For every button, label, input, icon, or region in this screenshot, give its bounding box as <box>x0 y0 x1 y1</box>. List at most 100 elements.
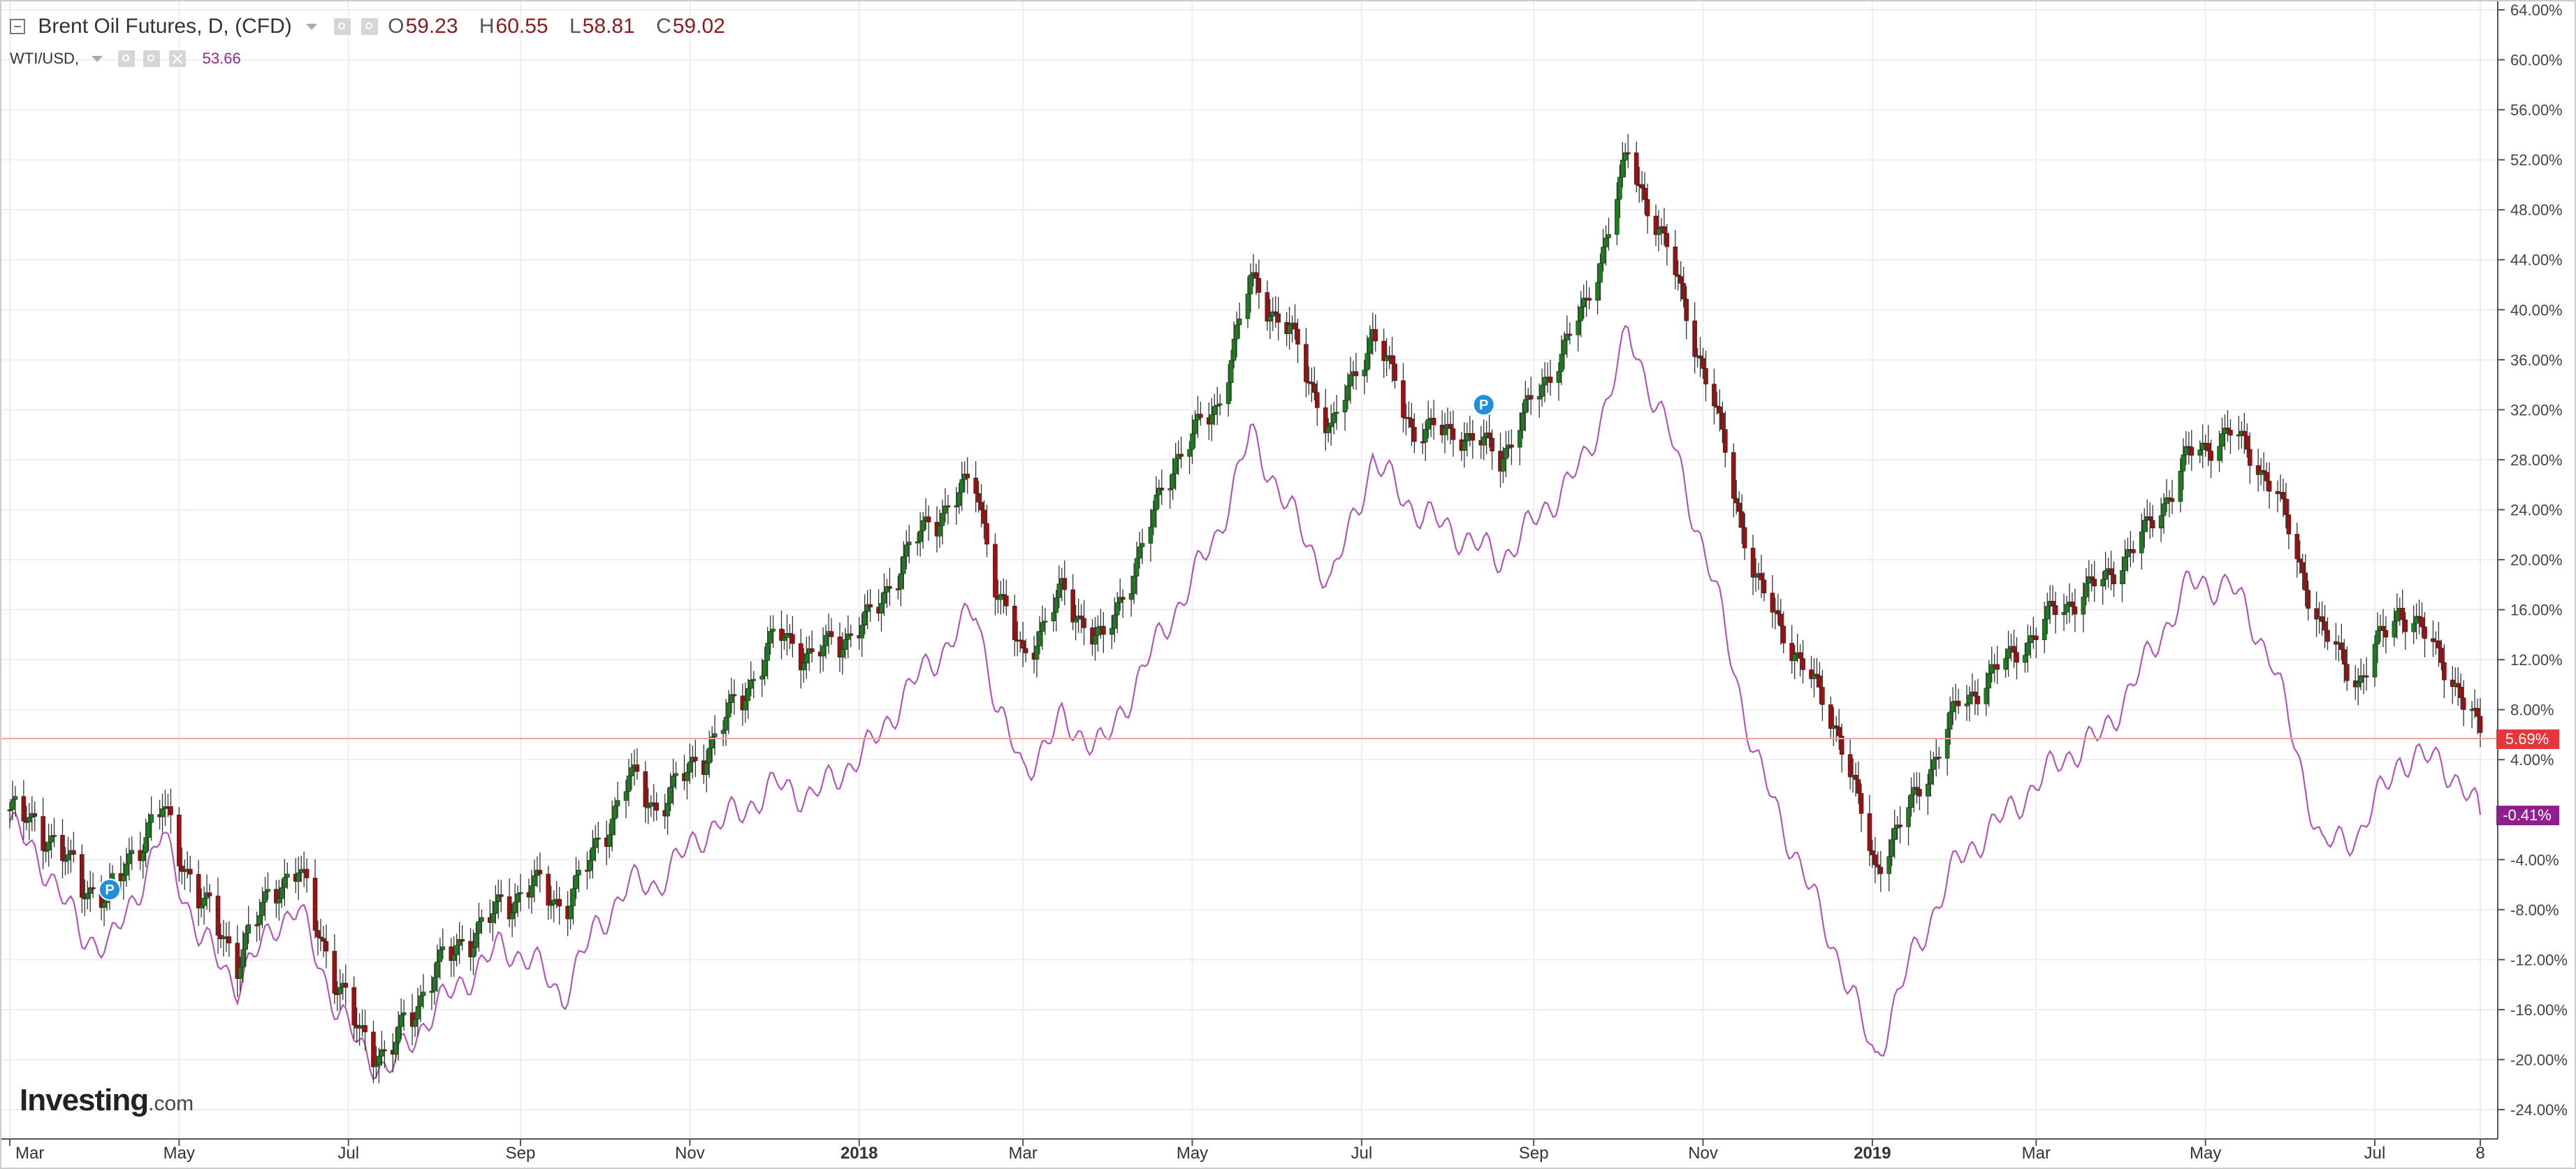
candle-body <box>779 628 784 641</box>
candle-body <box>149 814 154 823</box>
visibility-icon[interactable] <box>361 18 378 36</box>
candle-body <box>2200 442 2205 451</box>
event-markers[interactable]: PP <box>99 393 1495 901</box>
y-tick-label: 12.00% <box>2510 651 2563 669</box>
candle-body <box>762 660 767 676</box>
event-marker[interactable] <box>1472 393 1495 416</box>
candle-body <box>1128 593 1134 600</box>
candle-body <box>943 505 948 514</box>
candle-body <box>712 733 718 738</box>
candle-body <box>63 859 68 862</box>
candle-body <box>415 1005 421 1019</box>
candle-body <box>1886 856 1892 874</box>
candle-body <box>903 544 909 557</box>
candle-body <box>1450 428 1456 440</box>
candle-body <box>1373 329 1378 342</box>
y-tick-label: -16.00% <box>2510 1001 2568 1019</box>
candle-body <box>1314 392 1320 408</box>
candle-body <box>412 1019 418 1027</box>
candle-body <box>1481 436 1486 446</box>
candle-body <box>1623 152 1628 161</box>
candle-body <box>920 520 926 532</box>
candle-body <box>1892 827 1897 841</box>
candle-body <box>79 854 85 898</box>
candle-body <box>87 887 93 894</box>
chevron-down-icon[interactable] <box>306 23 318 30</box>
candle-body <box>304 869 310 878</box>
candle-body <box>1858 793 1864 814</box>
candle-body <box>1898 825 1902 827</box>
candle-body <box>1736 502 1742 512</box>
candle-body <box>263 891 268 903</box>
candle-body <box>1190 433 1195 450</box>
candle-body <box>1675 274 1681 277</box>
candle-body <box>1470 433 1476 441</box>
candle-body <box>1062 578 1068 590</box>
visibility-icon[interactable] <box>143 50 161 68</box>
candle-body <box>1448 423 1453 429</box>
candle-body <box>2183 446 2189 456</box>
candle-body <box>1040 622 1045 632</box>
event-marker[interactable] <box>99 878 122 901</box>
low-label: L <box>569 15 581 38</box>
candle-body <box>879 603 884 613</box>
candle-body <box>449 946 454 961</box>
candle-body <box>901 556 906 574</box>
candle-body <box>790 634 795 644</box>
candle-body <box>687 762 692 773</box>
candle-body <box>1775 610 1781 615</box>
candle-body <box>1265 292 1270 322</box>
candle-body <box>743 700 748 711</box>
candle-body <box>1853 775 1858 780</box>
candle-body <box>432 977 437 992</box>
candle-body <box>787 633 792 635</box>
investing-logo: Investing.com <box>20 1083 194 1118</box>
candle-body <box>1731 452 1736 499</box>
collapse-icon[interactable] <box>10 19 25 35</box>
candle-body <box>984 523 989 545</box>
candle-body <box>2189 446 2195 456</box>
candle-body <box>1800 658 1805 670</box>
candle-body <box>2458 687 2464 699</box>
candle-body <box>706 748 712 764</box>
candle-body <box>2014 652 2019 663</box>
candle-body <box>885 586 889 593</box>
candle-body <box>765 642 770 661</box>
wti-series-line <box>8 324 2482 1081</box>
chevron-down-icon[interactable] <box>92 55 103 62</box>
settings-icon[interactable] <box>334 18 351 36</box>
candle-body <box>46 841 51 850</box>
settings-icon[interactable] <box>118 50 136 68</box>
candle-body <box>1093 634 1098 645</box>
candle-body <box>1759 573 1764 581</box>
candle-body <box>1096 627 1100 636</box>
candle-body <box>235 943 240 979</box>
candle-body <box>937 525 943 537</box>
candle-body <box>1778 613 1784 627</box>
candle-body <box>421 992 426 996</box>
candle-body <box>2475 708 2480 717</box>
candle-body <box>101 902 107 908</box>
candle-body <box>1392 363 1397 381</box>
candle-body <box>1267 316 1273 322</box>
candle-body <box>2131 549 2136 553</box>
candle-body <box>2092 579 2097 586</box>
close-icon[interactable] <box>168 50 186 68</box>
candle-body <box>13 796 18 800</box>
candle-body <box>2178 470 2183 502</box>
candle-body <box>1820 687 1825 705</box>
candle-body <box>2034 635 2039 640</box>
y-tick-label: -12.00% <box>2510 951 2568 968</box>
candle-body <box>460 939 465 942</box>
candle-body <box>1342 400 1348 413</box>
candle-body <box>32 813 38 817</box>
candle-body <box>1576 320 1581 335</box>
candle-body <box>71 850 76 855</box>
candle-body <box>1131 576 1137 594</box>
candle-body <box>726 702 732 718</box>
candle-body <box>398 1015 404 1027</box>
candle-body <box>2325 630 2330 642</box>
candle-body <box>1425 419 1431 430</box>
close-value: 59.02 <box>672 15 725 38</box>
